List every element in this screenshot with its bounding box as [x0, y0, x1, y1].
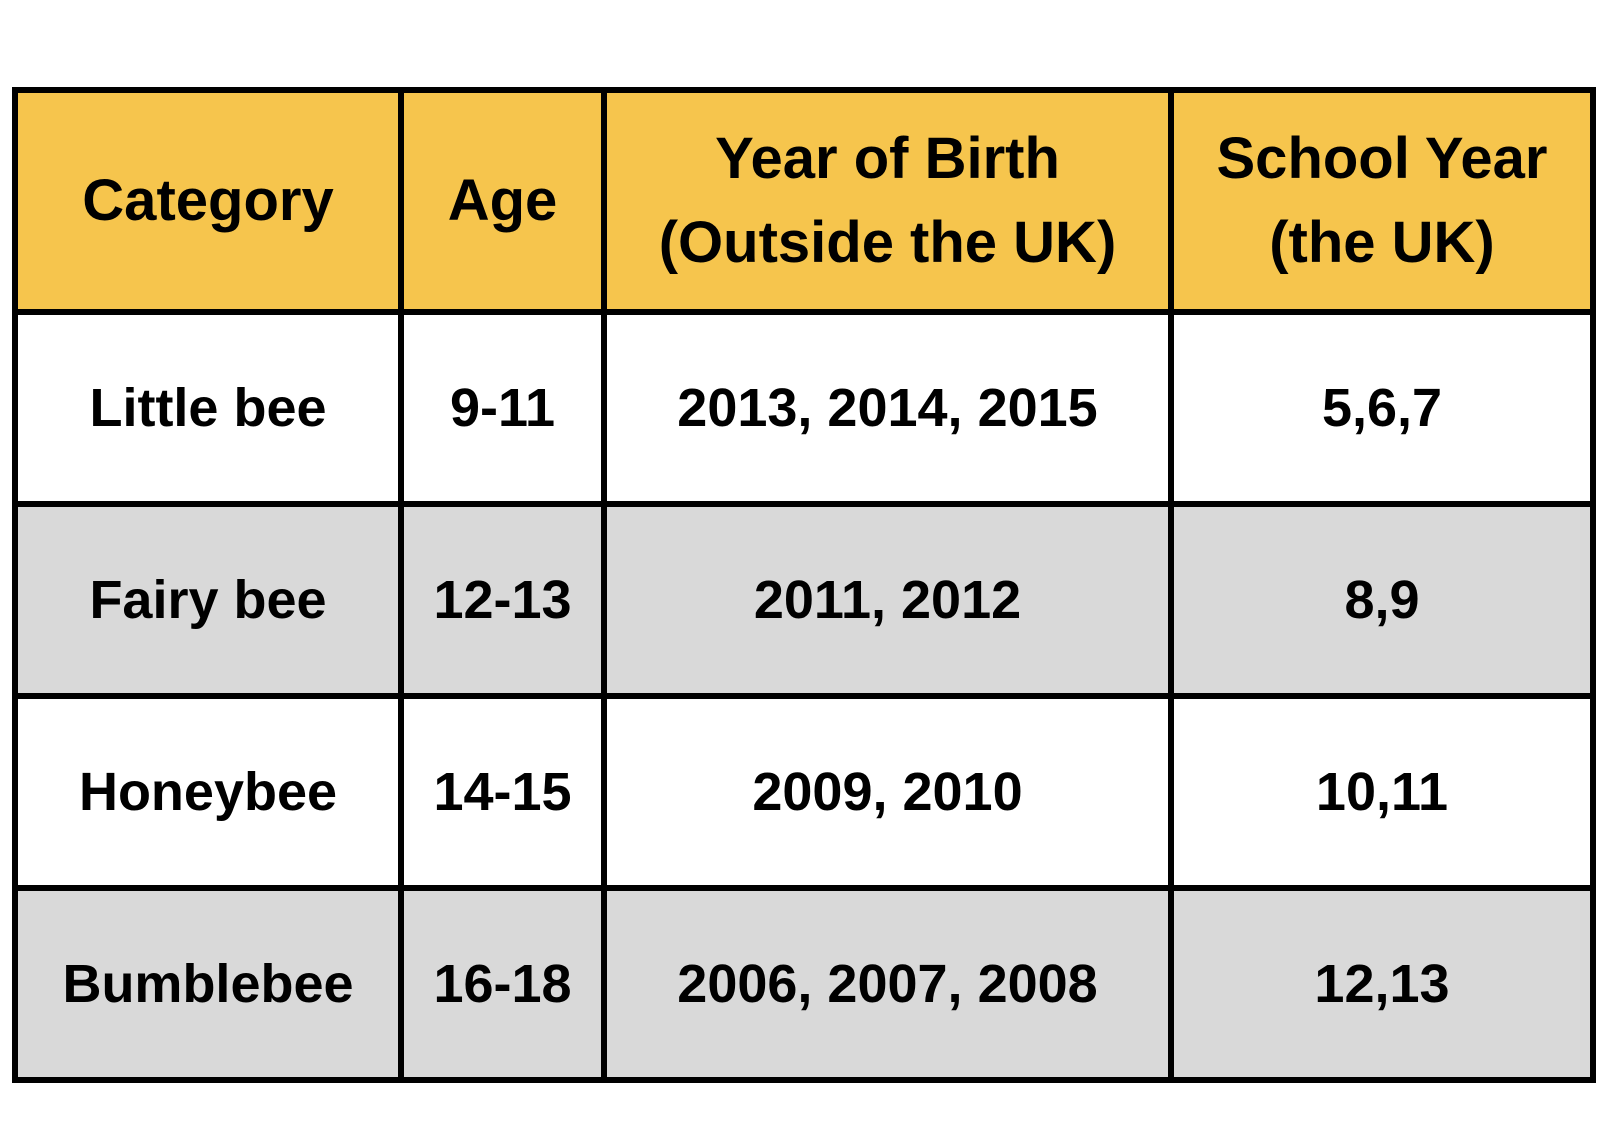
header-category: Category	[12, 87, 404, 315]
cell-birth-years: 2013, 2014, 2015	[601, 309, 1174, 507]
table-row: Fairy bee 12-13 2011, 2012 8,9	[12, 501, 1596, 699]
table-row: Bumblebee 16-18 2006, 2007, 2008 12,13	[12, 885, 1596, 1083]
header-age: Age	[398, 87, 607, 315]
cell-category: Bumblebee	[12, 885, 404, 1083]
cell-age: 16-18	[398, 885, 607, 1083]
cell-school-year: 5,6,7	[1168, 309, 1596, 507]
age-category-table: Category Age Year of Birth (Outside the …	[12, 87, 1596, 1083]
cell-birth-years: 2006, 2007, 2008	[601, 885, 1174, 1083]
cell-age: 14-15	[398, 693, 607, 891]
cell-school-year: 12,13	[1168, 885, 1596, 1083]
cell-category: Honeybee	[12, 693, 404, 891]
cell-school-year: 10,11	[1168, 693, 1596, 891]
cell-age: 12-13	[398, 501, 607, 699]
header-row: Category Age Year of Birth (Outside the …	[12, 87, 1596, 315]
table-row: Little bee 9-11 2013, 2014, 2015 5,6,7	[12, 309, 1596, 507]
header-school-year: School Year (the UK)	[1168, 87, 1596, 315]
table-row: Honeybee 14-15 2009, 2010 10,11	[12, 693, 1596, 891]
cell-age: 9-11	[398, 309, 607, 507]
cell-category: Little bee	[12, 309, 404, 507]
cell-birth-years: 2009, 2010	[601, 693, 1174, 891]
cell-school-year: 8,9	[1168, 501, 1596, 699]
cell-birth-years: 2011, 2012	[601, 501, 1174, 699]
header-year-of-birth: Year of Birth (Outside the UK)	[601, 87, 1174, 315]
cell-category: Fairy bee	[12, 501, 404, 699]
